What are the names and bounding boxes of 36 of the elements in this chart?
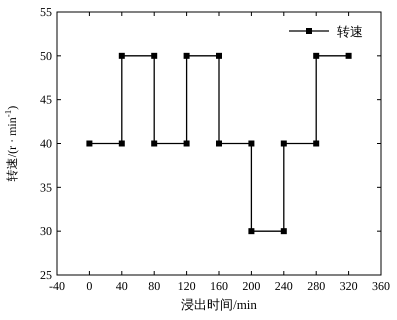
- x-tick-label: 240: [274, 279, 293, 293]
- x-tick-label: -40: [49, 279, 65, 293]
- x-tick-label: 120: [178, 279, 196, 293]
- x-tick-label: 360: [372, 279, 390, 293]
- y-tick-label: 25: [40, 268, 52, 282]
- y-tick-label: 30: [40, 224, 52, 238]
- point: [216, 140, 222, 146]
- point: [184, 140, 190, 146]
- point: [118, 140, 125, 146]
- point: [280, 228, 287, 234]
- x-tick-label: 40: [116, 279, 128, 293]
- point: [184, 52, 190, 59]
- x-tick-label: 80: [148, 279, 160, 293]
- point: [248, 140, 254, 146]
- y-tick-label: 35: [40, 180, 52, 194]
- y-tick-label: 45: [40, 92, 52, 107]
- x-axis-title: 浸出时间/min: [181, 297, 258, 312]
- x-tick-label: 320: [340, 279, 358, 293]
- y-tick-label: 50: [40, 48, 52, 63]
- x-tick-label: 200: [242, 279, 260, 293]
- point: [86, 140, 92, 146]
- point: [346, 52, 352, 59]
- legend-label: 转速: [337, 24, 363, 39]
- point: [151, 52, 158, 59]
- x-tick-label: 0: [86, 279, 92, 293]
- point: [313, 52, 320, 59]
- point: [280, 140, 287, 146]
- point: [118, 52, 125, 59]
- y-tick-label: 55: [40, 5, 52, 19]
- x-tick-label: 280: [307, 279, 326, 293]
- point: [216, 52, 222, 59]
- point: [248, 228, 254, 234]
- y-tick-label: 40: [40, 136, 52, 150]
- point: [151, 140, 158, 146]
- point: [313, 140, 320, 146]
- x-tick-label: 160: [210, 279, 228, 293]
